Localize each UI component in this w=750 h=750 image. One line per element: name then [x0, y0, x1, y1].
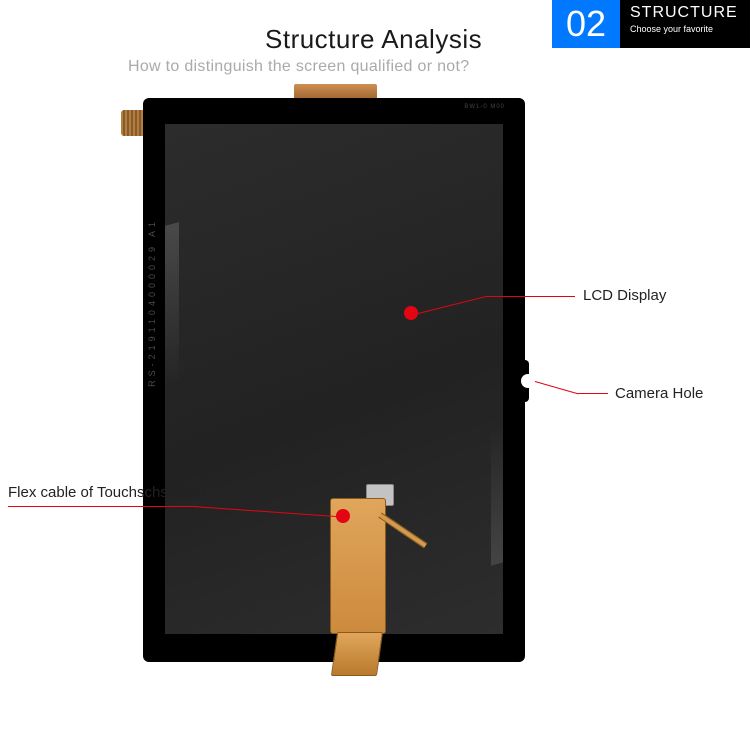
section-badge: 02 STRUCTURE Choose your favorite — [552, 0, 750, 48]
flex-dot-icon — [336, 509, 350, 523]
flex-foot — [331, 632, 383, 676]
page-subtitle: How to distinguish the screen qualified … — [128, 58, 469, 76]
camera-dot-icon — [521, 374, 535, 388]
side-connector — [121, 110, 143, 136]
lcd-dot-icon — [404, 306, 418, 320]
top-ribbon-connector — [294, 84, 377, 98]
camera-label: Camera Hole — [615, 385, 703, 402]
tablet-body: BW1-0 M00 RS-2191104000029 A1 — [143, 98, 525, 662]
badge-text-block: STRUCTURE Choose your favorite — [620, 0, 750, 48]
badge-title: STRUCTURE — [630, 4, 740, 22]
lcd-label: LCD Display — [583, 287, 666, 304]
bezel-marking: BW1-0 M00 — [464, 104, 505, 110]
screen-shine — [491, 422, 503, 565]
lcd-panel — [165, 124, 503, 634]
lcd-line — [485, 296, 575, 297]
flex-line — [8, 506, 198, 507]
flex-label: Flex cable of Touchschscreen — [8, 484, 205, 501]
camera-line — [578, 393, 608, 394]
badge-number: 02 — [552, 0, 620, 48]
side-serial: RS-2191104000029 A1 — [147, 218, 157, 387]
camera-line — [535, 381, 579, 394]
device-illustration: BW1-0 M00 RS-2191104000029 A1 — [143, 98, 525, 662]
screen-shine — [165, 222, 179, 386]
badge-subtitle: Choose your favorite — [630, 24, 740, 34]
page-title: Structure Analysis — [265, 24, 482, 55]
